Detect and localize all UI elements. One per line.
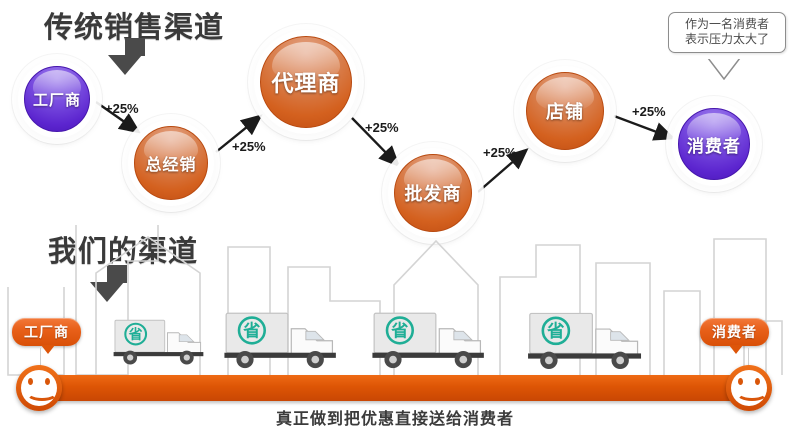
node-consumer[interactable]: 消费者 [672,102,756,186]
speech-bubble: 作为一名消费者 表示压力太大了 [668,12,786,53]
markup-label-5: +25% [632,104,666,119]
node-agent[interactable]: 代理商 [254,30,358,134]
smiley-face-icon [726,365,772,411]
node-shop-label: 店铺 [546,102,584,122]
markup-label-3: +25% [365,120,399,135]
delivery-truck: 省 [528,312,642,370]
speech-bubble-tail [707,58,741,80]
smiley-face-icon [16,365,62,411]
speech-bubble-line-1: 作为一名消费者 [684,17,769,31]
delivery-truck: 省 [224,312,336,369]
node-factory-label: 工厂商 [32,91,81,109]
truck-logo-char: 省 [128,326,143,343]
truck-logo-char: 省 [390,320,408,341]
delivery-truck: 省 [113,319,204,365]
node-wholesaler-label: 批发商 [404,184,462,204]
markup-label-4: +25% [483,145,517,160]
truck-logo-char: 省 [242,320,260,341]
direct-channel-bar [38,375,752,401]
markup-label-2: +25% [232,139,266,154]
tag-stem [748,348,749,374]
page-title-our-channel: 我们的渠道 [48,236,199,268]
markup-label-1: +25% [105,101,139,116]
node-shop[interactable]: 店铺 [520,66,610,156]
node-distributor-label: 总经销 [145,157,197,174]
bottom-caption: 真正做到把优惠直接送给消费者 [275,411,514,428]
node-consumer-label: 消费者 [687,136,741,156]
tag-factory[interactable]: 工厂商 [12,318,81,354]
tag-consumer[interactable]: 消费者 [700,318,769,354]
delivery-truck: 省 [372,312,484,369]
truck-logo-char: 省 [546,321,564,342]
speech-bubble-line-2: 表示压力太大了 [684,32,769,46]
node-wholesaler[interactable]: 批发商 [388,148,478,238]
node-distributor[interactable]: 总经销 [128,120,214,206]
node-factory[interactable]: 工厂商 [18,60,96,138]
node-agent-label: 代理商 [271,71,341,96]
tag-stem [40,348,41,374]
